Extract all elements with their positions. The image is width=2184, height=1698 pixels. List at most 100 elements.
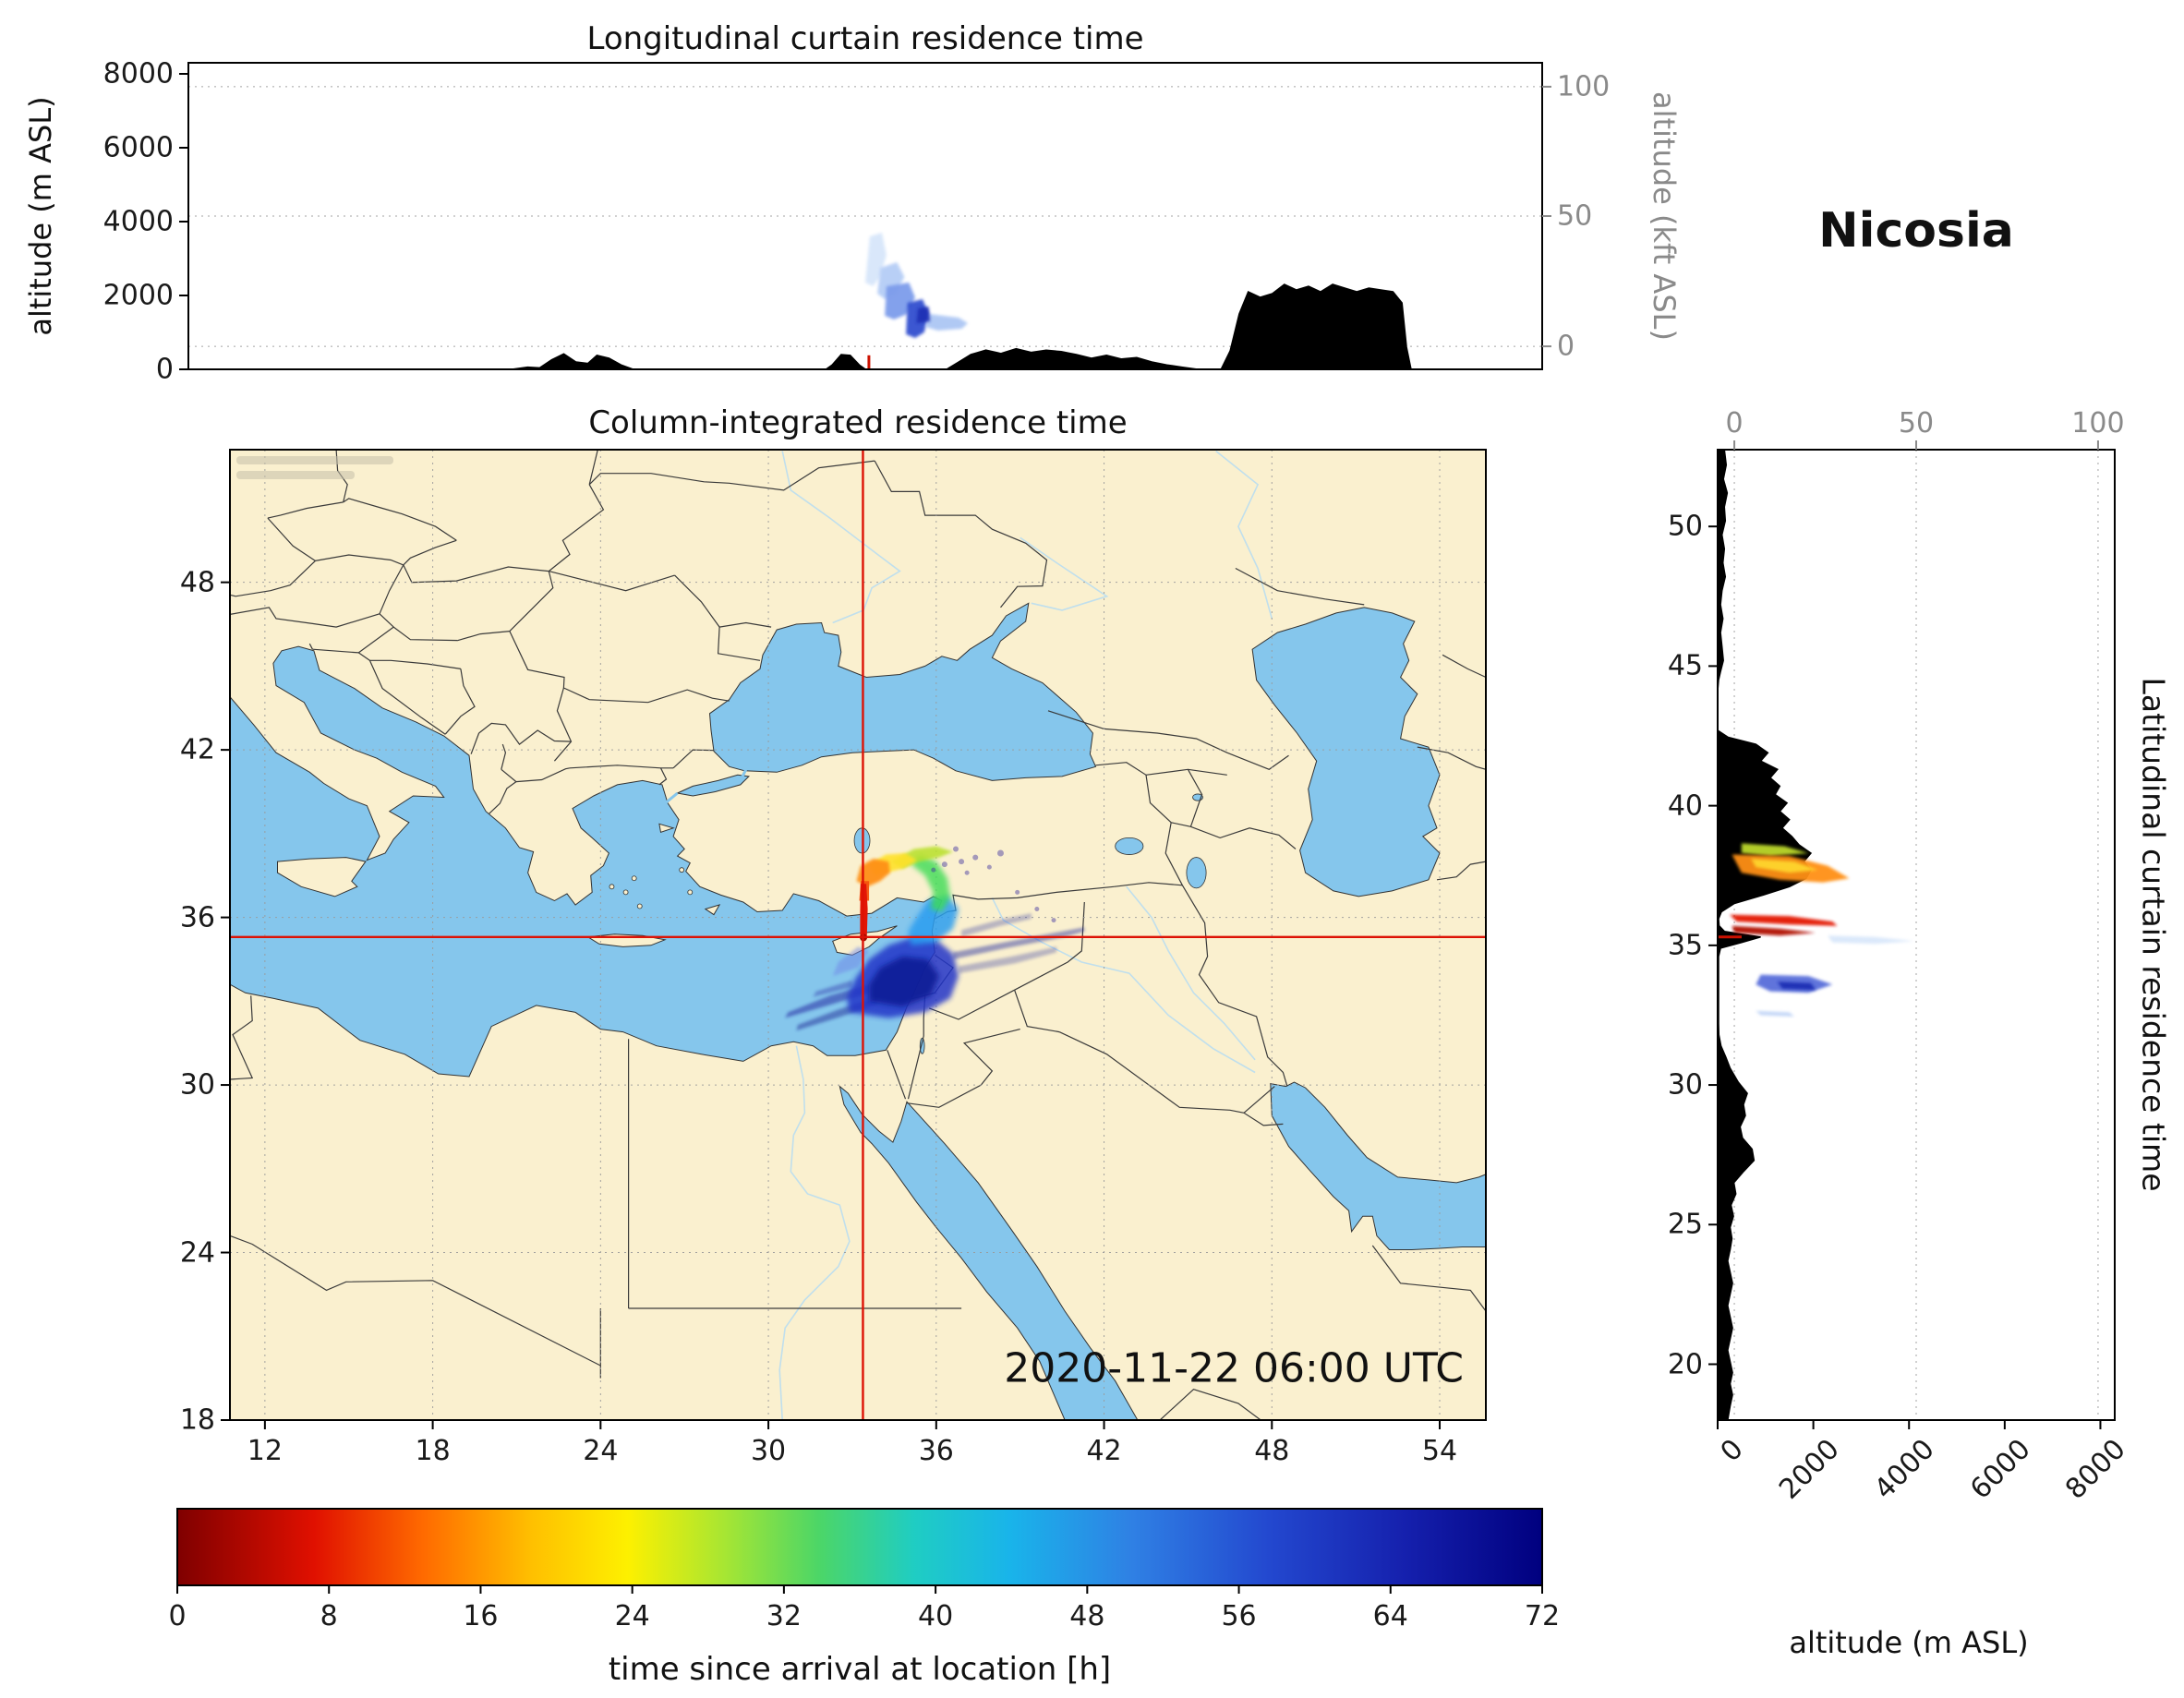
sea-polygon — [230, 645, 943, 1078]
country-border — [509, 571, 554, 632]
country-border — [470, 732, 480, 754]
plume-blob — [911, 854, 950, 912]
sea-polygon — [708, 602, 1097, 781]
plume-blob — [908, 895, 959, 945]
river — [778, 1045, 851, 1420]
country-border — [1436, 861, 1486, 881]
country-border — [501, 768, 517, 783]
plume-blob — [1730, 914, 1838, 926]
plume-blob — [877, 262, 905, 299]
longitudinal-curtain-title: Longitudinal curtain residence time — [586, 20, 1144, 57]
lake — [1186, 857, 1207, 889]
country-border — [501, 743, 507, 770]
country-border — [887, 1050, 907, 1100]
top-panel-kft-axis-label: altitude (kft ASL) — [1647, 91, 1682, 341]
latitudinal-curtain-panel — [1718, 450, 2115, 1420]
island — [658, 823, 675, 834]
map-panel — [230, 450, 1486, 1420]
country-border — [267, 501, 344, 519]
river — [991, 897, 1256, 1074]
map-attribution-marks — [236, 471, 355, 479]
country-border — [457, 631, 510, 642]
country-border — [906, 1029, 1020, 1108]
sea-polygon — [1251, 607, 1441, 897]
plume-blob — [832, 946, 870, 977]
country-border — [403, 564, 549, 584]
country-border — [563, 687, 730, 704]
country-border — [1235, 567, 1365, 606]
island — [277, 857, 367, 897]
country-border — [1058, 1031, 1284, 1126]
country-border — [267, 517, 316, 561]
latitudinal-curtain-title: Latitudinal curtain residence time — [2135, 677, 2172, 1192]
country-border — [1243, 1086, 1275, 1114]
country-border — [874, 460, 1048, 608]
plume-blob — [1756, 1010, 1794, 1017]
country-border — [509, 631, 565, 689]
country-border — [548, 484, 605, 572]
island — [704, 904, 721, 916]
country-border — [1014, 901, 1085, 991]
country-border — [343, 498, 457, 541]
river — [781, 451, 901, 624]
datetime-label: 2020-11-22 06:00 UTC — [1004, 1344, 1464, 1392]
plume-blob — [1751, 859, 1818, 873]
country-border — [357, 652, 461, 669]
plume-blob — [856, 859, 890, 887]
country-border — [549, 571, 675, 592]
country-border — [672, 749, 715, 769]
country-border — [444, 668, 476, 735]
country-border — [515, 767, 571, 783]
plume-blob — [1732, 925, 1816, 936]
country-border — [1014, 990, 1060, 1033]
country-border — [588, 450, 598, 485]
country-border — [230, 607, 394, 628]
country-border — [1164, 822, 1183, 886]
map-frame — [229, 449, 1487, 1421]
colorbar-gradient — [177, 1509, 1542, 1585]
country-border — [928, 989, 1015, 1020]
country-border — [230, 1234, 601, 1367]
terrain-profile — [1718, 450, 1813, 1420]
country-border — [719, 621, 772, 628]
river — [1126, 885, 1256, 1061]
terrain-profile — [188, 283, 1542, 369]
country-border — [1114, 882, 1183, 887]
country-border — [1181, 885, 1288, 1087]
country-border — [1159, 1389, 1261, 1420]
plume-blob — [953, 927, 1085, 959]
colorbar-frame — [176, 1508, 1543, 1586]
country-border — [308, 643, 313, 650]
country-border — [230, 560, 316, 597]
station-name: Nicosia — [1818, 203, 2014, 259]
country-border — [588, 460, 875, 491]
country-border — [658, 767, 668, 786]
country-border — [1371, 1245, 1486, 1312]
sea-polygon — [675, 774, 750, 797]
lake — [919, 1037, 925, 1054]
plume-blob — [961, 913, 1032, 937]
river — [1020, 536, 1109, 611]
country-border — [1171, 822, 1297, 849]
lat-panel-x-axis-label: altitude (m ASL) — [1789, 1625, 2029, 1660]
river — [1215, 450, 1273, 620]
map-title: Column-integrated residence time — [588, 404, 1128, 441]
map-attribution-marks — [236, 456, 393, 464]
plume-blob — [1777, 981, 1816, 991]
top-panel-y-axis-label: altitude (m ASL) — [23, 96, 58, 336]
plume-blob — [1741, 843, 1809, 857]
plume-blob — [959, 946, 1057, 974]
plume-blob — [785, 984, 870, 1018]
plume-blob — [869, 956, 939, 1007]
country-border — [230, 995, 254, 1080]
plume-blob — [813, 980, 852, 997]
country-border — [553, 687, 573, 762]
country-border — [488, 781, 517, 815]
country-border — [478, 722, 572, 745]
country-border — [379, 564, 404, 615]
sea-polygon — [839, 1085, 1139, 1420]
longitudinal-curtain-panel — [188, 63, 1542, 369]
plume-blob — [916, 307, 931, 323]
